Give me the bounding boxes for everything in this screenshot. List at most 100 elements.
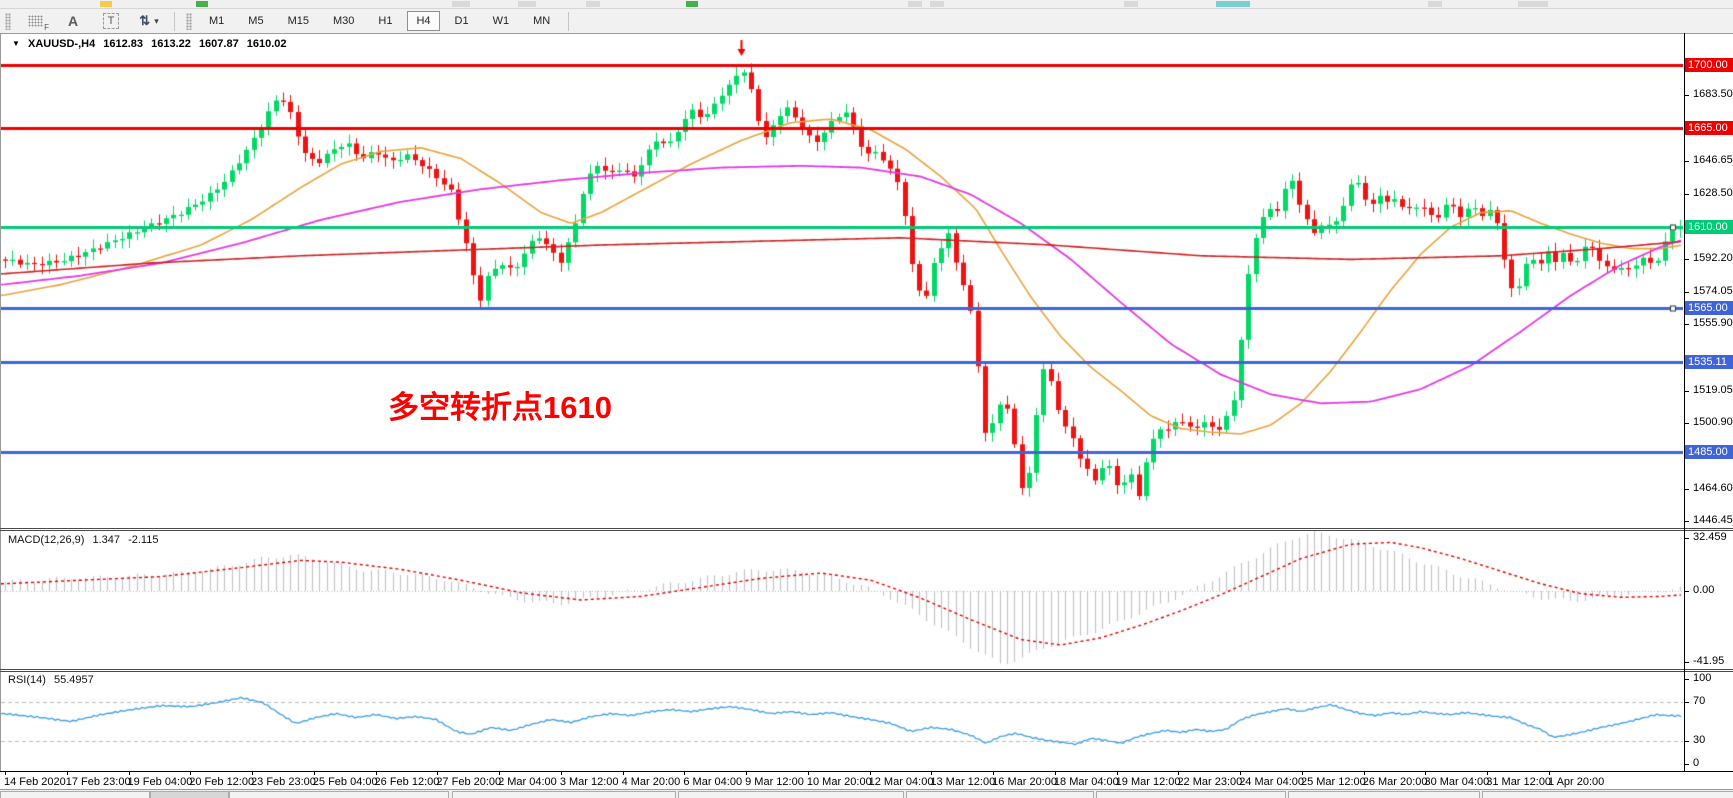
- collapse-triangle-icon[interactable]: ▼: [12, 39, 20, 48]
- time-tick: [1301, 772, 1303, 775]
- charts-toolbar: F A T ⇅ ▾ M1 M5 M15 M30 H1 H4 D1 W1 MN: [0, 9, 1733, 34]
- price-tick-label: 1592.20: [1693, 252, 1733, 264]
- time-tick: [622, 772, 624, 775]
- rsi-scale-label: 100: [1693, 672, 1712, 684]
- price-scale-border: [1684, 33, 1685, 771]
- clipped-toolbar-icon-fragment: [452, 1, 470, 7]
- macd-scale-label: 0.00: [1693, 584, 1715, 596]
- macd-main-value: 1.347: [92, 534, 121, 546]
- rsi-scale-label: 0: [1693, 757, 1700, 769]
- price-line-label: 1700.00: [1685, 58, 1733, 72]
- timeframe-h4-button[interactable]: H4: [407, 11, 440, 31]
- rsi-indicator-canvas[interactable]: [1, 672, 1683, 771]
- grid-properties-icon[interactable]: F: [23, 11, 49, 32]
- time-tick: [313, 772, 315, 775]
- timeframe-h1-button[interactable]: H1: [369, 11, 401, 31]
- time-tick: [746, 772, 748, 775]
- close-value: 1610.02: [246, 38, 287, 50]
- timeframe-m5-button[interactable]: M5: [239, 11, 272, 31]
- chart-tab[interactable]: [906, 791, 1094, 798]
- chart-tab[interactable]: [150, 791, 229, 798]
- time-tick: [252, 772, 254, 775]
- timeframe-w1-button[interactable]: W1: [484, 11, 519, 31]
- panel-separator[interactable]: [0, 669, 1733, 670]
- time-label: 31 Mar 12:00: [1486, 776, 1552, 788]
- time-tick: [684, 772, 686, 775]
- time-label: 18 Mar 04:00: [1053, 776, 1119, 788]
- open-value: 1612.83: [103, 38, 144, 50]
- clipped-toolbar-icon-fragment: [686, 1, 698, 7]
- font-tool-icon[interactable]: A: [67, 13, 79, 29]
- time-label: 30 Mar 04:00: [1424, 776, 1490, 788]
- clipped-toolbar-icon-fragment: [930, 1, 944, 7]
- chart-tab[interactable]: [452, 791, 676, 798]
- toolbar-drag-handle[interactable]: [5, 12, 11, 30]
- macd-scale-tick: [1684, 538, 1689, 539]
- macd-indicator-canvas[interactable]: [1, 531, 1683, 669]
- clipped-toolbar-icon-fragment: [1124, 1, 1138, 7]
- text-label-tool-icon[interactable]: T: [99, 11, 123, 31]
- macd-scale-label: -41.95: [1693, 655, 1725, 667]
- time-tick: [993, 772, 995, 775]
- timeframe-m1-button[interactable]: M1: [200, 11, 233, 31]
- price-tick: [1684, 259, 1689, 260]
- rsi-label: RSI(14) 55.4957: [8, 674, 99, 686]
- high-value: 1613.22: [151, 38, 191, 50]
- time-axis[interactable]: 14 Feb 2020 17 Feb 23:00 19 Feb 04:00 20 Fe…: [0, 771, 1733, 790]
- timeframe-m30-button[interactable]: M30: [324, 11, 363, 31]
- timeframe-d1-button[interactable]: D1: [446, 11, 478, 31]
- price-tick: [1684, 423, 1689, 424]
- time-tick: [1178, 772, 1180, 775]
- panel-separator[interactable]: [0, 528, 1733, 529]
- chart-tab[interactable]: [678, 791, 904, 798]
- time-tick: [437, 772, 439, 775]
- time-tick: [499, 772, 501, 775]
- rsi-scale-tick: [1684, 741, 1689, 742]
- chart-tab[interactable]: [1096, 791, 1286, 798]
- price-tick-label: 1683.50: [1693, 88, 1733, 100]
- timeframe-toolbar-drag-handle[interactable]: [186, 12, 192, 30]
- rsi-scale-tick: [1684, 702, 1689, 703]
- price-tick: [1684, 489, 1689, 490]
- price-tick-label: 1555.90: [1693, 317, 1733, 329]
- chart-tab[interactable]: [1288, 791, 1480, 798]
- time-label: 14 Feb 2020: [4, 776, 66, 788]
- price-line-label: 1485.00: [1685, 445, 1733, 459]
- time-tick: [1363, 772, 1365, 775]
- time-tick: [807, 772, 809, 775]
- price-tick-label: 1446.45: [1693, 514, 1733, 526]
- time-tick: [1054, 772, 1056, 775]
- chart-tab[interactable]: [1482, 791, 1733, 798]
- toolbar-separator: [174, 11, 175, 31]
- time-label: 19 Feb 04:00: [127, 776, 193, 788]
- main-chart-canvas[interactable]: [1, 33, 1683, 528]
- symbol-period-label: XAUUSD-,H4: [27, 38, 96, 50]
- price-line-label: 1610.00: [1685, 220, 1733, 234]
- price-tick: [1684, 324, 1689, 325]
- dropdown-caret-icon: ▾: [154, 15, 159, 26]
- timeframe-mn-button[interactable]: MN: [524, 11, 559, 31]
- time-label: 3 Mar 12:00: [559, 776, 619, 788]
- macd-label: MACD(12,26,9) 1.347 -2.115: [8, 534, 163, 546]
- time-tick: [1240, 772, 1242, 775]
- clipped-upper-toolbar: [0, 0, 1733, 9]
- time-label: 17 Feb 23:00: [65, 776, 131, 788]
- dot-grid-icon: [27, 15, 43, 27]
- rsi-scale-tick: [1684, 764, 1689, 765]
- chart-tab[interactable]: [0, 791, 150, 798]
- macd-scale-label: 32.459: [1693, 531, 1727, 543]
- chart-tab[interactable]: [229, 791, 449, 798]
- time-label: 19 Mar 12:00: [1115, 776, 1181, 788]
- arrows-objects-icon[interactable]: ⇅ ▾: [139, 13, 159, 28]
- time-label: 6 Mar 04:00: [683, 776, 743, 788]
- clipped-toolbar-icon-fragment: [100, 1, 112, 7]
- panel-separator: [0, 671, 1733, 672]
- time-label: 16 Mar 20:00: [992, 776, 1057, 788]
- time-tick: [1549, 772, 1550, 775]
- time-label: 25 Feb 04:00: [312, 776, 378, 788]
- time-label: 26 Mar 20:00: [1362, 776, 1428, 788]
- timeframe-m15-button[interactable]: M15: [279, 11, 318, 31]
- chart-text-annotation[interactable]: 多空转折点1610: [388, 390, 612, 425]
- time-label: 23 Feb 23:00: [251, 776, 316, 788]
